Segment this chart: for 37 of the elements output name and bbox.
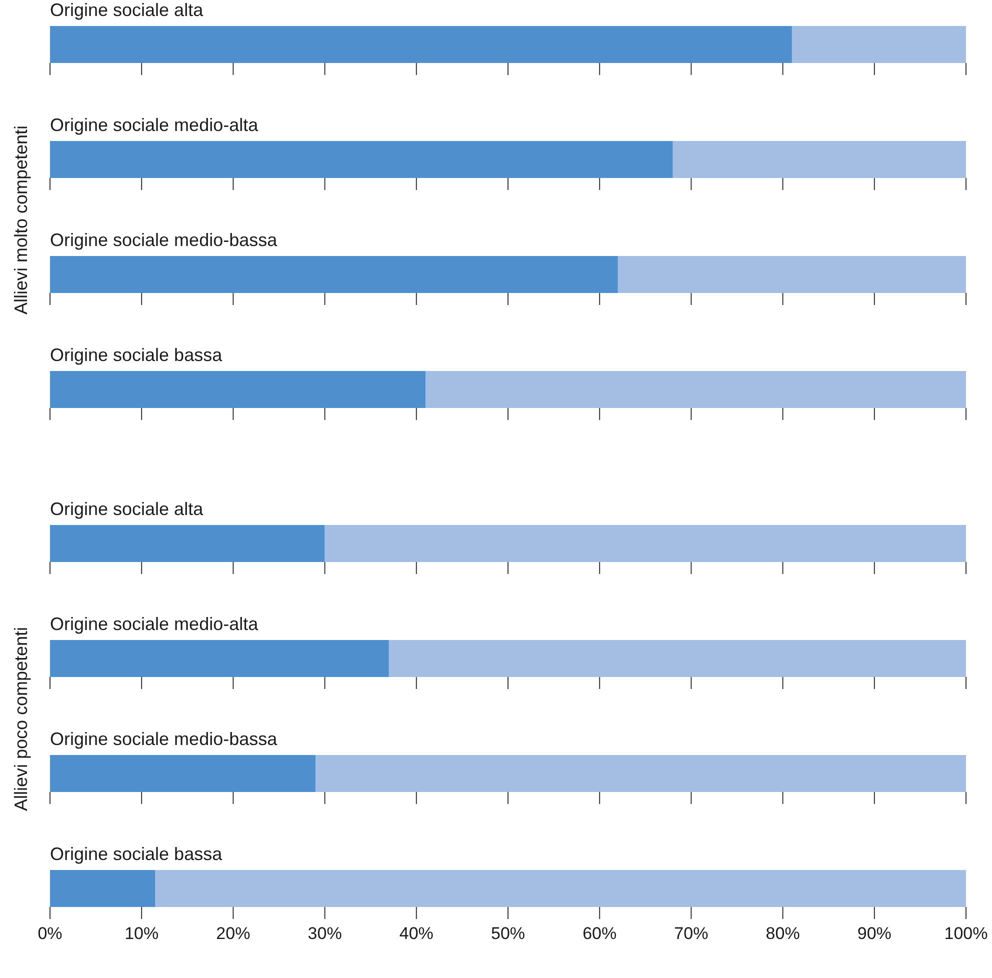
bar [50,256,618,293]
x-tick-label: 30% [308,924,342,943]
x-tick-label: 20% [216,924,250,943]
bar [324,525,966,562]
bar [426,371,966,408]
x-tick-label: 40% [399,924,434,943]
x-tick-label: 10% [124,924,159,943]
y-tick-label: Origine sociale alta [50,499,204,519]
bar [388,640,966,677]
bar [50,755,316,792]
bar [672,141,966,178]
x-tick-label: 90% [857,924,892,943]
y-tick-label: Origine sociale medio-bassa [50,230,278,250]
bar [50,371,426,408]
y-tick-label: Origine sociale medio-bassa [50,729,278,749]
y-tick-label: Origine sociale bassa [50,844,224,864]
bar [50,870,156,907]
bar [50,640,389,677]
bar [50,525,325,562]
y-tick-label: Origine sociale alta [50,0,204,20]
x-tick-label: 100% [944,924,988,943]
bar [50,26,792,63]
bar [155,870,966,907]
x-tick-label: 80% [766,924,800,943]
x-tick-label: 60% [582,924,617,943]
x-tick-label: 70% [674,924,708,943]
y-axis-title: Allievi molto competenti [11,125,31,315]
bar [618,256,966,293]
x-tick-label: 50% [490,924,526,943]
x-tick-label: 0% [38,924,62,943]
y-axis-title: Allievi poco competenti [11,626,31,812]
bar [50,141,673,178]
bar [792,26,966,63]
y-tick-label: Origine sociale bassa [50,345,224,365]
y-tick-label: Origine sociale medio-alta [50,115,260,135]
y-tick-label: Origine sociale medio-alta [50,614,260,634]
bar [316,755,966,792]
